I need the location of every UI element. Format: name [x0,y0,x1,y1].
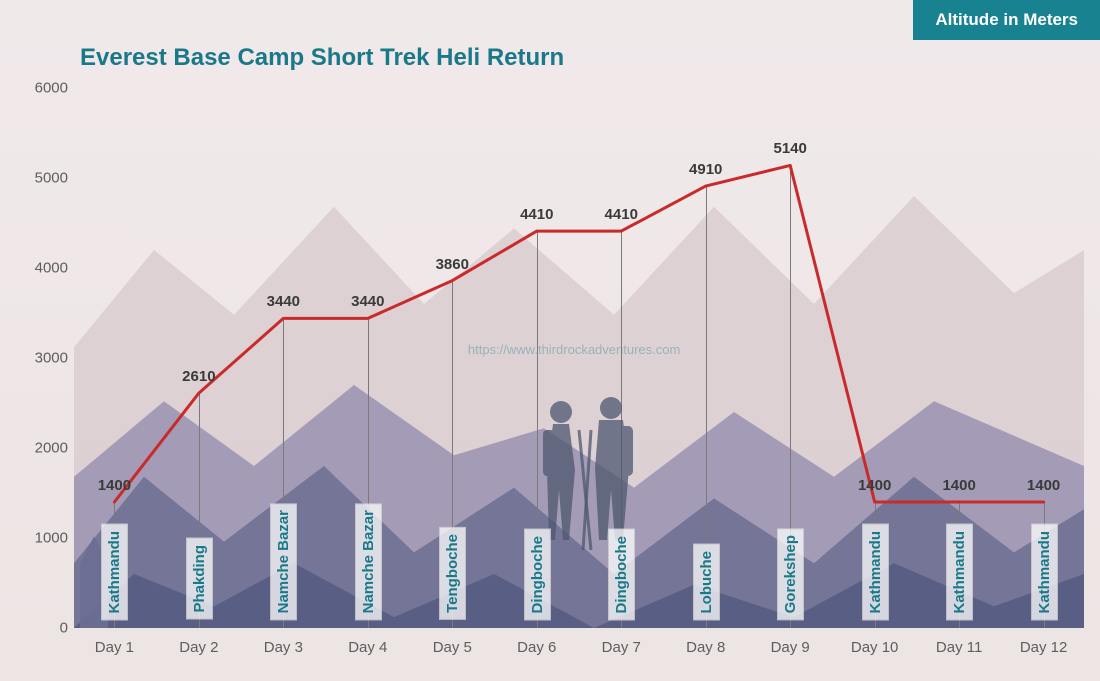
y-tick: 0 [20,620,68,637]
altitude-value: 2610 [182,368,215,385]
altitude-value: 4410 [520,206,553,223]
location-label: Namche Bazar [355,503,382,620]
chart-title: Everest Base Camp Short Trek Heli Return [80,44,564,72]
x-tick: Day 3 [264,639,303,656]
watermark-text: https://www.thirdrockadventures.com [468,342,680,357]
y-tick: 1000 [20,530,68,547]
location-label: Gorekshep [777,528,804,620]
y-tick: 4000 [20,260,68,277]
x-tick: Day 6 [517,639,556,656]
y-tick: 3000 [20,350,68,367]
x-tick: Day 11 [936,639,982,656]
altitude-value: 3440 [351,293,384,310]
x-tick: Day 4 [348,639,387,656]
location-label: Phakding [186,538,213,620]
location-label: Lobuche [693,544,720,621]
location-label: Kathmandu [946,524,973,621]
altitude-value: 1400 [1027,477,1060,494]
y-tick: 2000 [20,440,68,457]
location-label: Kathmandu [101,524,128,621]
location-label: Dingboche [524,529,551,621]
location-label: Kathmandu [1031,524,1058,621]
x-tick: Day 5 [433,639,472,656]
altitude-chart: Altitude in Meters Everest Base Camp Sho… [0,0,1100,681]
x-tick: Day 1 [95,639,134,656]
x-tick: Day 7 [602,639,641,656]
altitude-value: 5140 [773,140,806,157]
x-tick: Day 8 [686,639,725,656]
x-tick: Day 10 [851,639,899,656]
altitude-value: 4410 [605,206,638,223]
altitude-value: 3860 [436,256,469,273]
x-tick: Day 2 [179,639,218,656]
y-tick: 5000 [20,170,68,187]
altitude-value: 1400 [98,477,131,494]
x-tick: Day 9 [771,639,810,656]
legend-badge: Altitude in Meters [913,0,1100,40]
y-tick: 6000 [20,80,68,97]
x-tick: Day 12 [1020,639,1068,656]
altitude-value: 1400 [942,477,975,494]
location-label: Namche Bazar [270,503,297,620]
altitude-value: 4910 [689,161,722,178]
altitude-value: 3440 [267,293,300,310]
location-label: Tengboche [439,527,466,620]
altitude-value: 1400 [858,477,891,494]
location-label: Dingboche [608,529,635,621]
location-label: Kathmandu [862,524,889,621]
plot-area: https://www.thirdrockadventures.com 0100… [74,88,1084,628]
